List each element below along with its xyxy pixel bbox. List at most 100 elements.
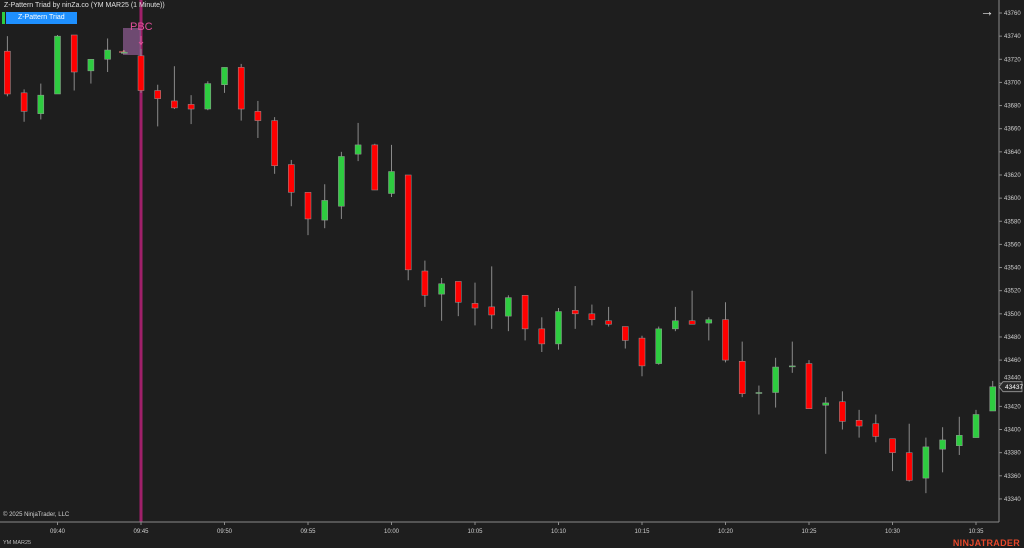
candle-body-down [288,164,295,193]
candle-body-down [137,55,145,91]
candle-body-up [772,366,779,393]
candle-body-up [438,283,445,295]
candle-body-up [388,171,395,194]
arrow-right-icon[interactable]: → [980,3,994,19]
candle-body-down [70,34,78,73]
candle-body-down [872,423,880,437]
signal-zone-box [123,28,141,55]
indicator-button[interactable]: Z-Pattern Triad [2,12,77,24]
price-tick-label: 43540 [1004,266,1021,272]
price-tick-label: 43700 [1004,80,1021,86]
candle-body-up [338,156,345,207]
candle-body-down [722,319,729,361]
candle-body-down [521,295,529,330]
price-tick-label: 43680 [1004,104,1021,110]
candle-body-up [354,144,362,155]
candle-body-down [538,328,546,345]
candle-body-up [789,365,796,368]
time-tick-label: 10:25 [801,529,817,535]
candle-body-up [221,67,228,85]
candle-body-up [956,435,963,446]
price-tick-label: 43560 [1004,242,1021,248]
candle-body-up [121,52,128,54]
time-tick-label: 10:00 [384,529,400,535]
price-tick-label: 43440 [1004,376,1021,382]
price-tick-label: 43340 [1004,497,1021,503]
candle-body-down [638,337,646,367]
price-tick-label: 43660 [1004,127,1021,133]
candle-body-up [705,319,713,324]
price-tick-label: 43380 [1004,451,1021,457]
candle-body-down [688,320,696,325]
candle-body-down [622,326,629,341]
price-tick-label: 43400 [1004,428,1021,434]
ninjatrader-logo: NINJATRADER [952,538,1020,548]
candle-body-up [104,49,111,60]
candle-body-down [571,310,579,315]
candle-body-down [187,104,195,110]
candle-body-up [54,35,61,95]
candle-body-down [154,90,161,99]
candle-body-up [555,311,562,345]
signal-label-pbc: PBC [130,21,153,33]
last-price-marker [998,381,1023,393]
candle-body-down [738,361,746,394]
candle-body-down [171,100,178,109]
candle-body-down [805,363,813,409]
candle-body-up [87,59,95,72]
copyright-text: © 2025 NinjaTrader, LLC [3,512,70,518]
time-tick-label: 10:10 [551,529,567,535]
candle-body-down [421,270,429,296]
candle-body-up [672,320,679,330]
price-tick-label: 43360 [1004,474,1021,480]
time-tick-label: 09:55 [300,529,316,535]
candle-body-down [20,92,28,112]
time-tick-label: 10:15 [634,529,650,535]
instrument-label: YM MAR25 [3,540,32,546]
candle-body-down [905,452,913,481]
candle-body-down [588,313,596,320]
candle-body-down [404,174,412,271]
candle-body-up [989,386,996,412]
candle-body-down [605,320,612,325]
last-price-label: 43437 [1005,384,1023,391]
candle-body-down [271,120,278,166]
candle-body-down [488,306,495,316]
candle-body-down [237,67,245,110]
candle-body-down [304,192,312,220]
price-tick-label: 43620 [1004,173,1021,179]
time-tick-label: 09:40 [50,529,66,535]
price-tick-label: 43720 [1004,57,1021,63]
candle-body-down [254,111,262,121]
candle-body-up [505,297,512,317]
candle-body-up [37,94,45,114]
candle-body-down [4,50,11,95]
price-tick-label: 43580 [1004,219,1021,225]
indicator-color-swatch [2,12,5,24]
candle-body-down [889,438,896,453]
candle-body-up [939,439,946,450]
candle-body-up [922,446,930,479]
price-tick-label: 43600 [1004,196,1021,202]
indicator-button-label: Z-Pattern Triad [6,12,77,24]
candle-body-up [972,414,980,438]
price-tick-label: 43500 [1004,312,1021,318]
candle-body-down [471,303,479,309]
time-tick-label: 10:30 [885,529,901,535]
price-tick-label: 43640 [1004,150,1021,156]
candle-body-down [371,144,379,191]
candle-body-up [755,392,763,394]
signal-down-arrow-icon [138,36,144,46]
time-tick-label: 10:20 [718,529,734,535]
time-tick-label: 10:35 [968,529,984,535]
candle-body-up [321,200,328,221]
chart-title: Z-Pattern Triad by ninZa.co (YM MAR25 (1… [4,2,165,9]
candle-body-down [455,281,462,303]
price-tick-label: 43460 [1004,358,1021,364]
time-tick-label: 09:50 [217,529,233,535]
time-tick-label: 09:45 [133,529,149,535]
candle-body-up [204,83,212,110]
candle-body-down [839,401,846,422]
time-tick-label: 10:05 [467,529,483,535]
